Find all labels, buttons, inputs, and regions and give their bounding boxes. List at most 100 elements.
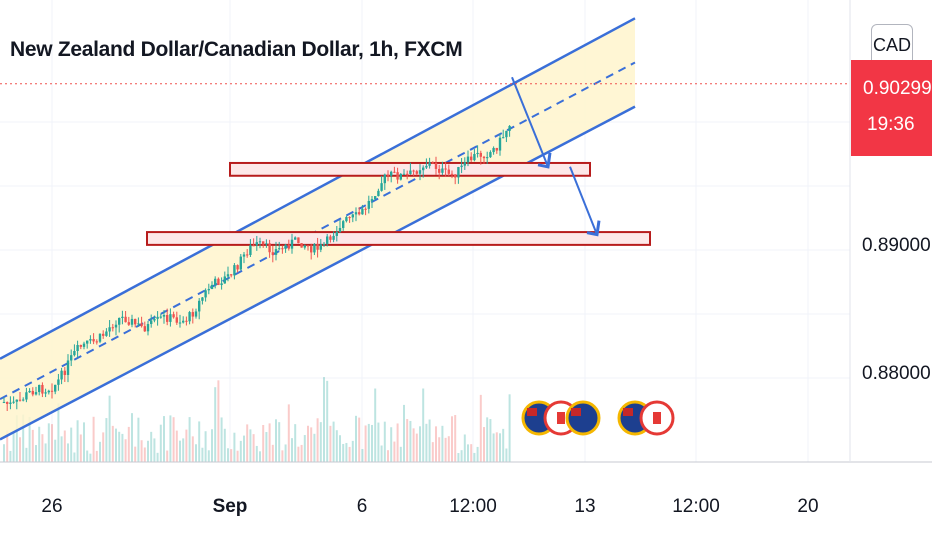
volume-bar bbox=[147, 440, 149, 462]
candle-body bbox=[194, 311, 198, 317]
candle-body bbox=[463, 162, 466, 166]
candle-body bbox=[127, 322, 130, 325]
volume-bar bbox=[342, 443, 345, 462]
volume-bar bbox=[83, 422, 85, 462]
volume-bar bbox=[492, 433, 495, 462]
volume-bar bbox=[447, 436, 450, 462]
candle-body bbox=[319, 244, 322, 250]
volume-bar bbox=[182, 438, 185, 462]
candle-body bbox=[185, 320, 188, 322]
volume-bar bbox=[22, 414, 25, 462]
candle-body bbox=[470, 156, 473, 161]
volume-bar bbox=[284, 444, 287, 462]
volume-bar bbox=[76, 420, 79, 462]
volume-bar bbox=[35, 445, 37, 462]
candle-body bbox=[82, 343, 86, 347]
volume-bar bbox=[134, 446, 137, 462]
candle-body bbox=[447, 169, 450, 174]
candle-body bbox=[482, 156, 486, 159]
candle-body bbox=[66, 360, 70, 375]
candle-body bbox=[230, 274, 233, 276]
volume-bar bbox=[159, 424, 162, 462]
union-jack-icon bbox=[527, 408, 537, 416]
candle-body bbox=[281, 248, 284, 250]
volume-bar bbox=[326, 380, 329, 462]
currency-label: CAD bbox=[872, 35, 911, 55]
volume-bar bbox=[47, 423, 50, 462]
volume-bar bbox=[294, 424, 297, 462]
volume-bar bbox=[332, 421, 335, 462]
volume-bar bbox=[316, 418, 319, 462]
channel-lower-line bbox=[0, 105, 636, 441]
volume-bar bbox=[265, 432, 268, 462]
volume-bar bbox=[28, 416, 31, 462]
volume-bar bbox=[89, 453, 92, 462]
volume-bar bbox=[9, 450, 12, 462]
volume-bar bbox=[188, 417, 191, 462]
candle-body bbox=[466, 156, 470, 163]
candle-body bbox=[310, 246, 313, 253]
candle-body bbox=[63, 370, 66, 375]
volume-bar bbox=[463, 434, 466, 462]
volume-bar bbox=[451, 416, 453, 462]
candle-body bbox=[2, 402, 6, 404]
candle-body bbox=[137, 323, 140, 325]
candle-body bbox=[239, 256, 242, 270]
volume-bar bbox=[220, 417, 223, 462]
union-jack-icon bbox=[571, 408, 581, 416]
volume-bar bbox=[281, 450, 284, 462]
candle-body bbox=[34, 392, 38, 395]
candle-body bbox=[226, 274, 230, 277]
volume-bar bbox=[108, 395, 111, 462]
volume-bar bbox=[201, 447, 204, 462]
volume-bar bbox=[313, 433, 316, 462]
candle-body bbox=[316, 244, 319, 250]
candle-body bbox=[191, 312, 194, 317]
volume-bar bbox=[508, 394, 511, 462]
volume-bar bbox=[249, 429, 252, 462]
y-tick-label: 0.89000 bbox=[862, 235, 931, 256]
volume-bar bbox=[403, 404, 405, 462]
volume-bar bbox=[204, 431, 207, 462]
candle-body bbox=[492, 147, 495, 153]
candle-body bbox=[431, 162, 434, 164]
candle-body bbox=[495, 147, 498, 151]
last-price-tag: 0.90299 19:36 bbox=[851, 60, 932, 156]
volume-bar bbox=[387, 450, 389, 462]
volume-bar bbox=[111, 425, 114, 462]
volume-bar bbox=[127, 426, 130, 462]
candle-body bbox=[508, 125, 511, 131]
candle-body bbox=[476, 152, 479, 155]
candle-body bbox=[399, 173, 402, 180]
volume-bar bbox=[377, 422, 380, 462]
candle-body bbox=[76, 344, 79, 352]
candle-body bbox=[31, 390, 34, 395]
candle-body bbox=[297, 237, 300, 244]
maple-leaf-icon bbox=[557, 412, 565, 424]
volume-bar bbox=[505, 448, 508, 462]
candle-body bbox=[22, 399, 25, 401]
candle-body bbox=[38, 384, 41, 393]
volume-bar bbox=[268, 423, 271, 462]
x-tick-label: 20 bbox=[797, 496, 819, 517]
candle-body bbox=[409, 170, 412, 175]
candle-body bbox=[204, 290, 207, 298]
volume-bar bbox=[390, 427, 393, 462]
volume-bar bbox=[361, 449, 364, 462]
volume-bar bbox=[115, 428, 117, 462]
candle-body bbox=[252, 245, 255, 247]
candle-body bbox=[364, 208, 367, 210]
volume-bar bbox=[454, 415, 457, 462]
channel-upper-line bbox=[0, 17, 636, 360]
candle-body bbox=[102, 333, 105, 336]
volume-bar bbox=[422, 388, 425, 462]
volume-bar bbox=[371, 424, 373, 462]
support-zone bbox=[146, 231, 651, 246]
candle-body bbox=[415, 171, 418, 174]
candle-body bbox=[450, 173, 454, 175]
candle-body bbox=[201, 297, 204, 301]
candle-body bbox=[313, 244, 316, 253]
volume-bar bbox=[351, 440, 354, 462]
projection-arrow-shaft bbox=[569, 166, 598, 236]
